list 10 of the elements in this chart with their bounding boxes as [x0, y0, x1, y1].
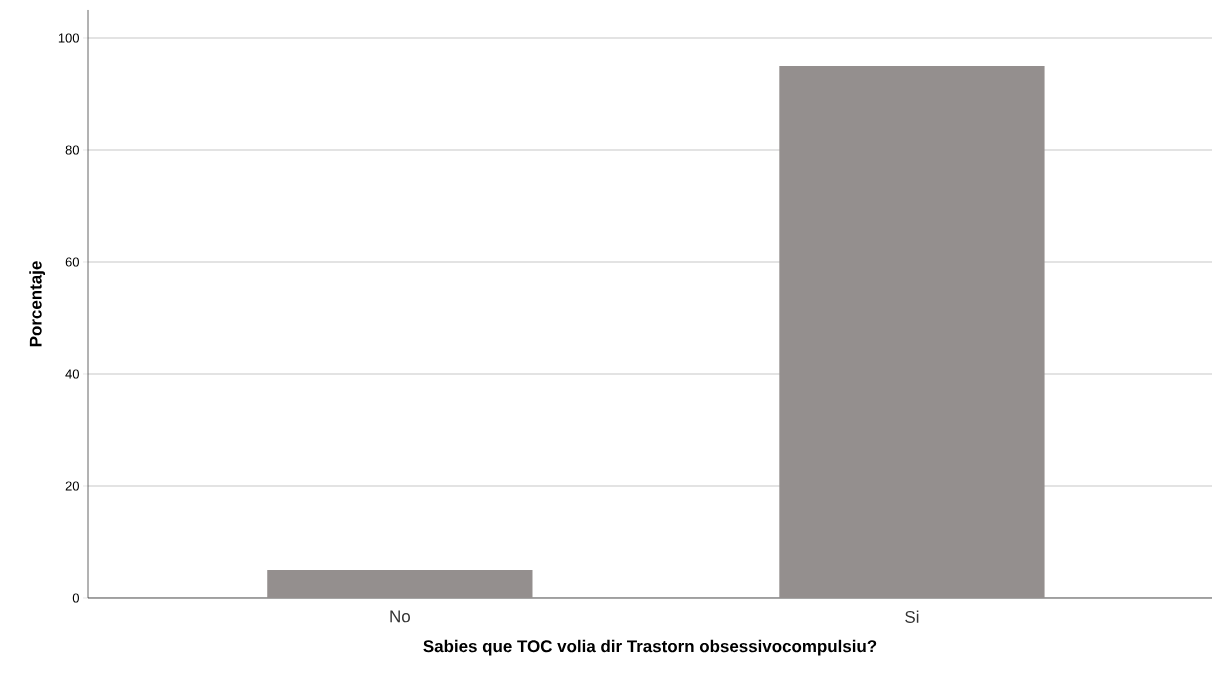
y-tick-label: 0 — [72, 593, 79, 603]
y-tick-label: 60 — [65, 257, 79, 267]
y-tick-label: 100 — [58, 33, 79, 43]
x-tick-label: No — [390, 610, 410, 623]
x-axis-title: Sabies que TOC volia dir Trastorn obsessivocompulsiu? — [423, 639, 877, 656]
y-axis-title: Porcentaje — [29, 261, 46, 347]
y-tick-label: 80 — [65, 145, 79, 155]
y-tick-label: 20 — [65, 481, 79, 491]
y-tick-label: 40 — [65, 369, 79, 379]
x-tick-label: Si — [905, 610, 919, 623]
